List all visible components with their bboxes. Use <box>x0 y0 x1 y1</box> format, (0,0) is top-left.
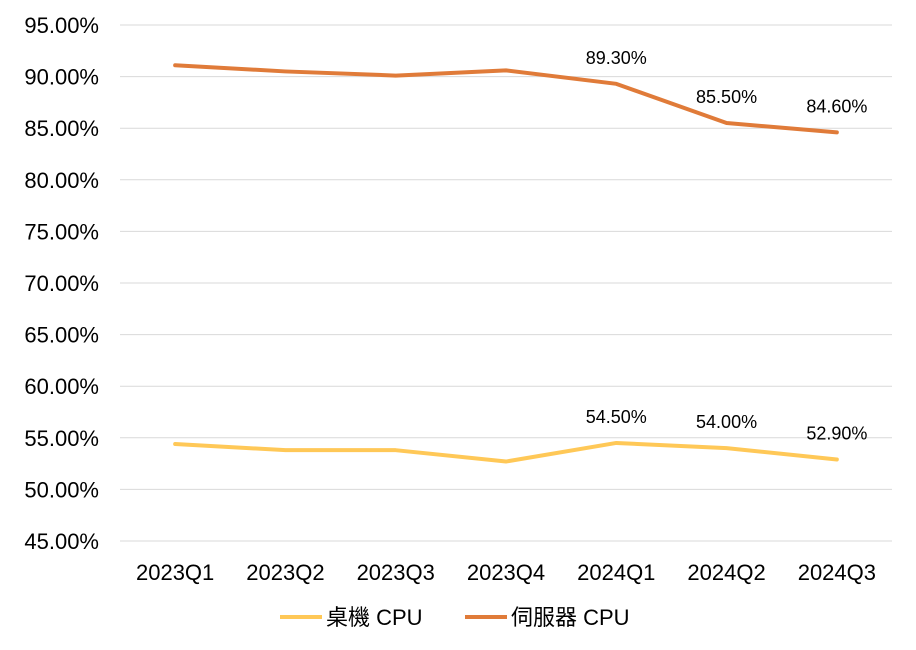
data-point <box>395 449 397 451</box>
data-point <box>505 69 507 71</box>
data-point <box>836 131 838 133</box>
legend-label: 伺服器 CPU <box>511 605 630 630</box>
data-point <box>615 83 617 85</box>
y-tick-label: 70.00% <box>24 271 99 296</box>
x-tick-label: 2024Q1 <box>577 560 655 585</box>
series-line-0 <box>173 440 839 464</box>
data-point <box>836 458 838 460</box>
series-lines <box>173 63 839 464</box>
data-label: 85.50% <box>696 87 757 107</box>
data-point <box>726 122 728 124</box>
y-tick-label: 95.00% <box>24 13 99 38</box>
y-tick-label: 75.00% <box>24 219 99 244</box>
data-point <box>284 70 286 72</box>
data-point <box>284 449 286 451</box>
gridlines <box>120 24 892 542</box>
y-axis-tick-labels: 45.00% 50.00% 55.00% 60.00% 65.00% 70.00% 75.0… <box>24 13 99 554</box>
data-label: 84.60% <box>806 96 867 116</box>
x-tick-label: 2023Q1 <box>136 560 214 585</box>
x-tick-label: 2024Q3 <box>798 560 876 585</box>
data-label: 54.00% <box>696 412 757 432</box>
data-point <box>174 64 176 66</box>
x-tick-label: 2023Q2 <box>246 560 324 585</box>
x-tick-label: 2024Q2 <box>687 560 765 585</box>
y-tick-label: 85.00% <box>24 116 99 141</box>
x-tick-label: 2023Q4 <box>467 560 545 585</box>
y-tick-label: 60.00% <box>24 374 99 399</box>
y-tick-label: 55.00% <box>24 426 99 451</box>
data-label: 89.30% <box>586 48 647 68</box>
data-point <box>726 447 728 449</box>
data-label: 54.50% <box>586 407 647 427</box>
data-point <box>505 461 507 463</box>
data-labels: 54.50% 54.00% 52.90% 89.30% 85.50% 84.60% <box>586 48 868 444</box>
data-label: 52.90% <box>806 423 867 443</box>
data-point <box>615 442 617 444</box>
data-point <box>395 75 397 77</box>
y-tick-label: 80.00% <box>24 168 99 193</box>
y-tick-label: 90.00% <box>24 65 99 90</box>
y-tick-label: 50.00% <box>24 477 99 502</box>
data-point <box>174 443 176 445</box>
x-axis-tick-labels: 2023Q1 2023Q2 2023Q3 2023Q4 2024Q1 2024Q2 2024… <box>136 560 876 585</box>
x-tick-label: 2023Q3 <box>357 560 435 585</box>
legend-label: 桌機 CPU <box>326 605 423 630</box>
legend: 桌機 CPU 伺服器 CPU <box>280 605 630 630</box>
y-tick-label: 45.00% <box>24 529 99 554</box>
y-tick-label: 65.00% <box>24 323 99 348</box>
